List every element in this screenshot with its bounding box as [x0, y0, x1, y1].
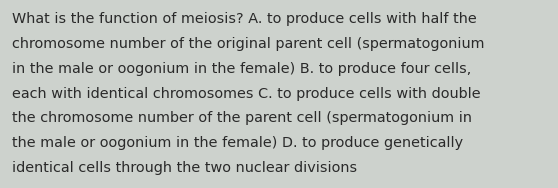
Text: each with identical chromosomes C. to produce cells with double: each with identical chromosomes C. to pr… — [12, 87, 481, 101]
Text: the male or oogonium in the female) D. to produce genetically: the male or oogonium in the female) D. t… — [12, 136, 463, 150]
Text: identical cells through the two nuclear divisions: identical cells through the two nuclear … — [12, 161, 358, 175]
Text: chromosome number of the original parent cell (spermatogonium: chromosome number of the original parent… — [12, 37, 485, 51]
Text: in the male or oogonium in the female) B. to produce four cells,: in the male or oogonium in the female) B… — [12, 62, 472, 76]
Text: the chromosome number of the parent cell (spermatogonium in: the chromosome number of the parent cell… — [12, 111, 472, 125]
Text: What is the function of meiosis? A. to produce cells with half the: What is the function of meiosis? A. to p… — [12, 12, 477, 26]
